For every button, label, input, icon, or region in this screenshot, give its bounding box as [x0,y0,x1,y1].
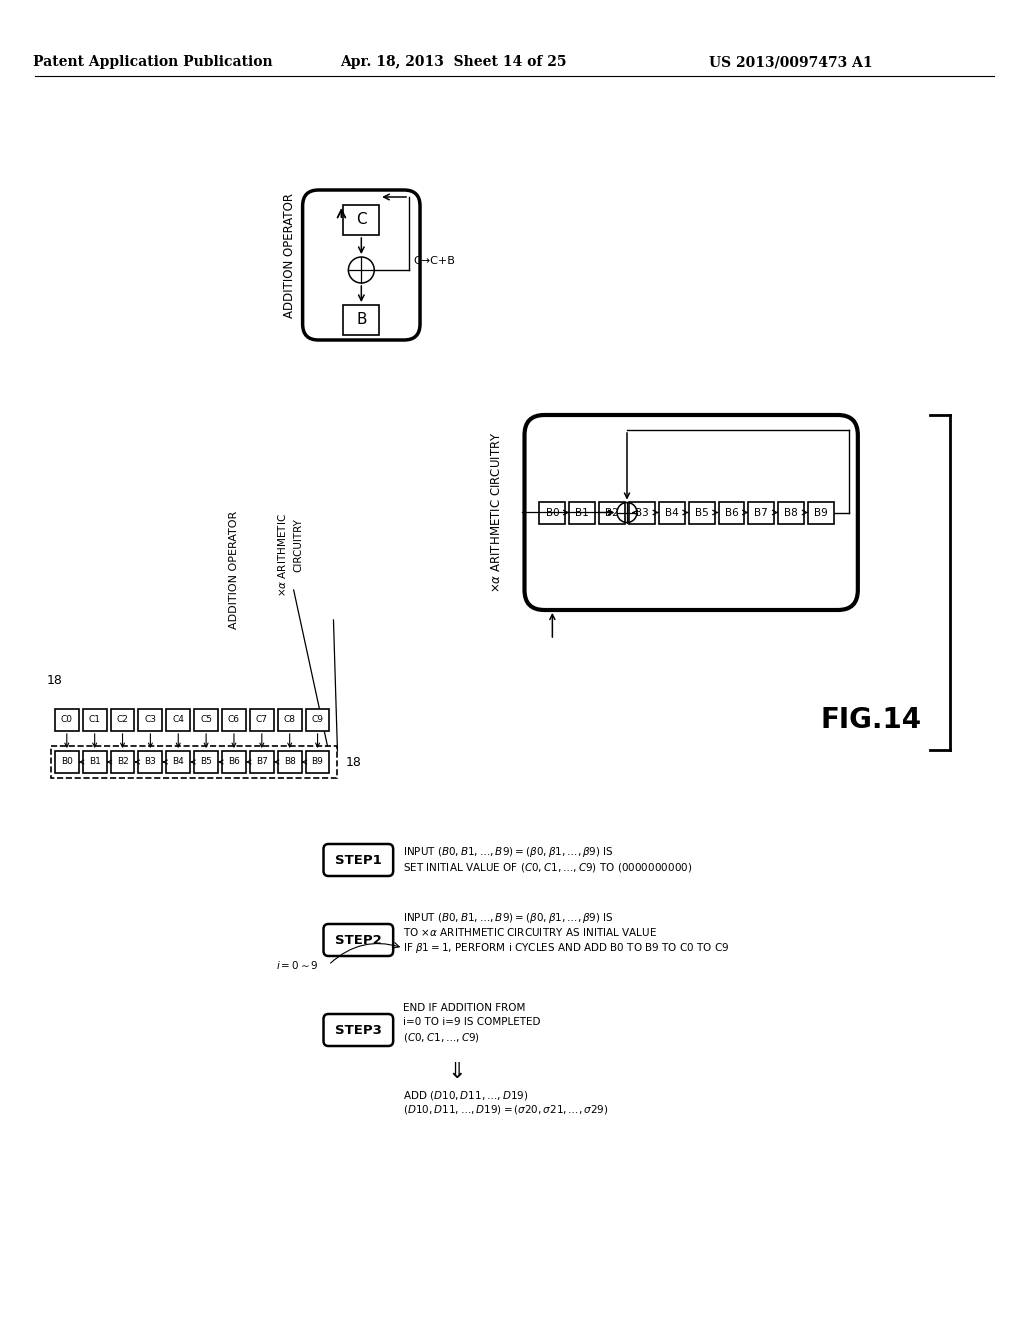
Text: END IF ADDITION FROM: END IF ADDITION FROM [403,1003,525,1012]
Bar [83,709,106,731]
Text: IF $\beta 1=1$, PERFORM i CYCLES AND ADD B0 TO B9 TO C0 TO C9: IF $\beta 1=1$, PERFORM i CYCLES AND ADD… [403,941,729,954]
Text: Apr. 18, 2013  Sheet 14 of 25: Apr. 18, 2013 Sheet 14 of 25 [340,55,566,69]
Bar [599,502,625,524]
Text: C5: C5 [200,715,212,725]
Bar [278,709,302,731]
Text: C1: C1 [89,715,100,725]
Text: $i=0\sim 9$: $i=0\sim 9$ [275,960,318,972]
Bar [138,751,163,774]
Text: B6: B6 [228,758,240,767]
Bar [343,205,379,235]
Text: B7: B7 [755,507,768,517]
Bar [305,709,330,731]
Text: B9: B9 [311,758,324,767]
Text: FIG.14: FIG.14 [820,706,922,734]
Text: Patent Application Publication: Patent Application Publication [33,55,272,69]
Text: $(C0,C1,\ldots,C9)$: $(C0,C1,\ldots,C9)$ [403,1031,480,1044]
Text: $(D10,D11,\ldots,D19)=(\sigma 20,\sigma 21,\ldots,\sigma 29)$: $(D10,D11,\ldots,D19)=(\sigma 20,\sigma … [403,1104,608,1117]
Text: C0: C0 [60,715,73,725]
Bar [250,751,273,774]
FancyBboxPatch shape [303,190,420,341]
Text: B8: B8 [784,507,798,517]
Bar [808,502,834,524]
Bar [138,709,163,731]
Text: INPUT $(B0,B1,\ldots,B9)=(\beta 0,\beta 1,\ldots,\beta 9)$ IS: INPUT $(B0,B1,\ldots,B9)=(\beta 0,\beta … [403,911,614,925]
Bar [250,709,273,731]
Text: B8: B8 [284,758,296,767]
Text: $\times\alpha$ ARITHMETIC: $\times\alpha$ ARITHMETIC [275,513,288,597]
FancyBboxPatch shape [324,1014,393,1045]
Text: B0: B0 [60,758,73,767]
Text: C8: C8 [284,715,296,725]
Text: INPUT $(B0,B1,\ldots,B9)=(\beta 0,\beta 1,\ldots,\beta 9)$ IS: INPUT $(B0,B1,\ldots,B9)=(\beta 0,\beta … [403,845,614,859]
Bar [55,709,79,731]
Text: 18: 18 [47,673,62,686]
Text: C4: C4 [172,715,184,725]
Bar [540,502,565,524]
Bar [166,709,190,731]
Bar [222,709,246,731]
Bar [658,502,685,524]
Text: B5: B5 [200,758,212,767]
Text: STEP2: STEP2 [335,933,382,946]
FancyBboxPatch shape [324,843,393,876]
Text: STEP1: STEP1 [335,854,382,866]
Bar [689,502,715,524]
Text: B7: B7 [256,758,267,767]
Bar [166,751,190,774]
FancyBboxPatch shape [524,414,858,610]
Text: B3: B3 [144,758,157,767]
FancyBboxPatch shape [324,924,393,956]
Bar [83,751,106,774]
Text: TO $\times\alpha$ ARITHMETIC CIRCUITRY AS INITIAL VALUE: TO $\times\alpha$ ARITHMETIC CIRCUITRY A… [403,927,657,939]
Text: B1: B1 [575,507,589,517]
Text: C: C [356,213,367,227]
Text: SET INITIAL VALUE OF $(C0,C1,\ldots,C9)$ TO $(0000000000)$: SET INITIAL VALUE OF $(C0,C1,\ldots,C9)$… [403,862,692,874]
Text: B2: B2 [605,507,618,517]
Bar [778,502,804,524]
Text: B9: B9 [814,507,827,517]
Text: ADD $(D10,D11,\ldots,D19)$: ADD $(D10,D11,\ldots,D19)$ [403,1089,528,1101]
Text: C6: C6 [228,715,240,725]
Text: ADDITION OPERATOR: ADDITION OPERATOR [284,193,296,318]
Text: B1: B1 [89,758,100,767]
Text: B6: B6 [725,507,738,517]
Bar [55,751,79,774]
Text: i=0 TO i=9 IS COMPLETED: i=0 TO i=9 IS COMPLETED [403,1016,541,1027]
Bar [343,305,379,335]
Bar [719,502,744,524]
Text: $\Downarrow$: $\Downarrow$ [442,1061,463,1082]
Text: C9: C9 [311,715,324,725]
Bar [569,502,595,524]
Text: B3: B3 [635,507,649,517]
Bar [195,751,218,774]
Text: B0: B0 [546,507,559,517]
Bar [278,751,302,774]
Bar [305,751,330,774]
Text: B4: B4 [665,507,679,517]
Text: B2: B2 [117,758,128,767]
Text: B5: B5 [694,507,709,517]
Bar [195,709,218,731]
Text: C3: C3 [144,715,157,725]
Text: CIRCUITRY: CIRCUITRY [294,517,304,572]
Bar [111,751,134,774]
Bar [629,502,655,524]
Text: C7: C7 [256,715,268,725]
Bar [749,502,774,524]
Text: ADDITION OPERATOR: ADDITION OPERATOR [229,511,239,630]
Bar [111,709,134,731]
Text: B: B [356,313,367,327]
Bar [51,746,338,777]
Text: STEP3: STEP3 [335,1023,382,1036]
Text: $\times\alpha$ ARITHMETIC CIRCUITRY: $\times\alpha$ ARITHMETIC CIRCUITRY [490,432,503,594]
Text: B4: B4 [172,758,184,767]
Text: US 2013/0097473 A1: US 2013/0097473 A1 [710,55,873,69]
Text: C2: C2 [117,715,128,725]
Text: 18: 18 [345,755,361,768]
Text: C→C+B: C→C+B [413,256,455,267]
Bar [222,751,246,774]
